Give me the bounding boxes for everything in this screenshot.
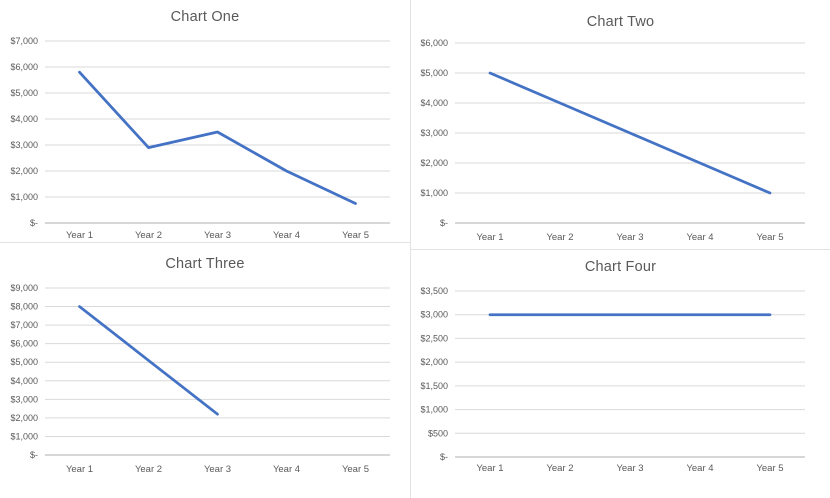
svg-text:$-: $- bbox=[30, 218, 38, 228]
svg-text:$7,000: $7,000 bbox=[10, 36, 38, 46]
svg-text:Year 1: Year 1 bbox=[476, 463, 503, 474]
chart-one-title: Chart One bbox=[170, 9, 240, 25]
svg-text:$3,000: $3,000 bbox=[420, 310, 448, 320]
svg-text:$2,500: $2,500 bbox=[420, 333, 448, 343]
svg-text:Year 3: Year 3 bbox=[616, 232, 643, 243]
svg-text:$6,000: $6,000 bbox=[10, 339, 38, 349]
svg-text:$5,000: $5,000 bbox=[10, 357, 38, 367]
svg-text:$3,000: $3,000 bbox=[10, 394, 38, 404]
svg-text:$2,000: $2,000 bbox=[10, 413, 38, 423]
svg-text:$1,500: $1,500 bbox=[420, 381, 448, 391]
svg-text:$3,000: $3,000 bbox=[10, 140, 38, 150]
svg-text:Year 2: Year 2 bbox=[546, 232, 573, 243]
svg-text:$1,000: $1,000 bbox=[420, 405, 448, 415]
svg-text:$1,000: $1,000 bbox=[10, 192, 38, 202]
svg-text:Year 4: Year 4 bbox=[273, 230, 300, 241]
svg-text:$-: $- bbox=[30, 450, 38, 460]
svg-text:$5,000: $5,000 bbox=[10, 88, 38, 98]
svg-text:Year 3: Year 3 bbox=[204, 464, 231, 475]
chart-four-title: Chart Four bbox=[584, 259, 657, 275]
svg-text:Year 3: Year 3 bbox=[204, 230, 231, 241]
svg-text:Year 2: Year 2 bbox=[135, 230, 162, 241]
svg-text:$5,000: $5,000 bbox=[420, 68, 448, 78]
svg-text:Year 1: Year 1 bbox=[476, 232, 503, 243]
chart-panel-two: Chart Two $- $1,000 $2,000 $3,000 $4,000 $5,0… bbox=[410, 0, 830, 250]
svg-text:$9,000: $9,000 bbox=[10, 283, 38, 293]
svg-text:Year 2: Year 2 bbox=[546, 463, 573, 474]
chart-panel-three: Chart Three $- $1,000 $2,000 $3,000 $4,000 $5… bbox=[0, 242, 411, 498]
svg-text:$2,000: $2,000 bbox=[10, 166, 38, 176]
chart-two-title: Chart Two bbox=[586, 14, 655, 30]
svg-text:$2,000: $2,000 bbox=[420, 158, 448, 168]
svg-text:$6,000: $6,000 bbox=[10, 62, 38, 72]
svg-text:Year 2: Year 2 bbox=[135, 464, 162, 475]
svg-text:$3,500: $3,500 bbox=[420, 286, 448, 296]
svg-text:$4,000: $4,000 bbox=[10, 376, 38, 386]
svg-text:Year 4: Year 4 bbox=[273, 464, 300, 475]
svg-text:Year 4: Year 4 bbox=[686, 232, 713, 243]
chart-three-plot: $- $1,000 $2,000 $3,000 $4,000 $5,000 $6,000 $7… bbox=[10, 283, 390, 475]
svg-text:$4,000: $4,000 bbox=[10, 114, 38, 124]
chart-panel-four: Chart Four $- $500 $1,000 $1,500 $2,000 $2,50… bbox=[410, 249, 830, 498]
svg-text:Year 5: Year 5 bbox=[342, 464, 369, 475]
svg-text:$3,000: $3,000 bbox=[420, 128, 448, 138]
svg-text:$2,000: $2,000 bbox=[420, 357, 448, 367]
svg-text:$500: $500 bbox=[428, 428, 448, 438]
svg-text:$6,000: $6,000 bbox=[420, 38, 448, 48]
chart-three-title: Chart Three bbox=[165, 256, 245, 272]
svg-text:Year 4: Year 4 bbox=[686, 463, 713, 474]
svg-text:$-: $- bbox=[440, 218, 448, 228]
svg-text:Year 3: Year 3 bbox=[616, 463, 643, 474]
svg-text:Year 5: Year 5 bbox=[756, 463, 783, 474]
svg-text:$8,000: $8,000 bbox=[10, 302, 38, 312]
svg-text:$1,000: $1,000 bbox=[10, 431, 38, 441]
chart-panel-one: Chart One $- $1,000 $2,000 $3,000 $4,000 $5,0… bbox=[0, 0, 411, 243]
svg-text:$7,000: $7,000 bbox=[10, 320, 38, 330]
svg-text:Year 1: Year 1 bbox=[66, 464, 93, 475]
svg-text:Year 5: Year 5 bbox=[756, 232, 783, 243]
svg-text:Year 5: Year 5 bbox=[342, 230, 369, 241]
svg-text:Year 1: Year 1 bbox=[66, 230, 93, 241]
svg-text:$-: $- bbox=[440, 452, 448, 462]
chart-four-plot: $- $500 $1,000 $1,500 $2,000 $2,500 $3,000 $3,5… bbox=[420, 286, 805, 474]
svg-text:$1,000: $1,000 bbox=[420, 188, 448, 198]
chart-one-plot: $- $1,000 $2,000 $3,000 $4,000 $5,000 $6,000 $7… bbox=[10, 36, 390, 241]
chart-two-plot: $- $1,000 $2,000 $3,000 $4,000 $5,000 $6,000 Ye… bbox=[420, 38, 805, 243]
svg-text:$4,000: $4,000 bbox=[420, 98, 448, 108]
